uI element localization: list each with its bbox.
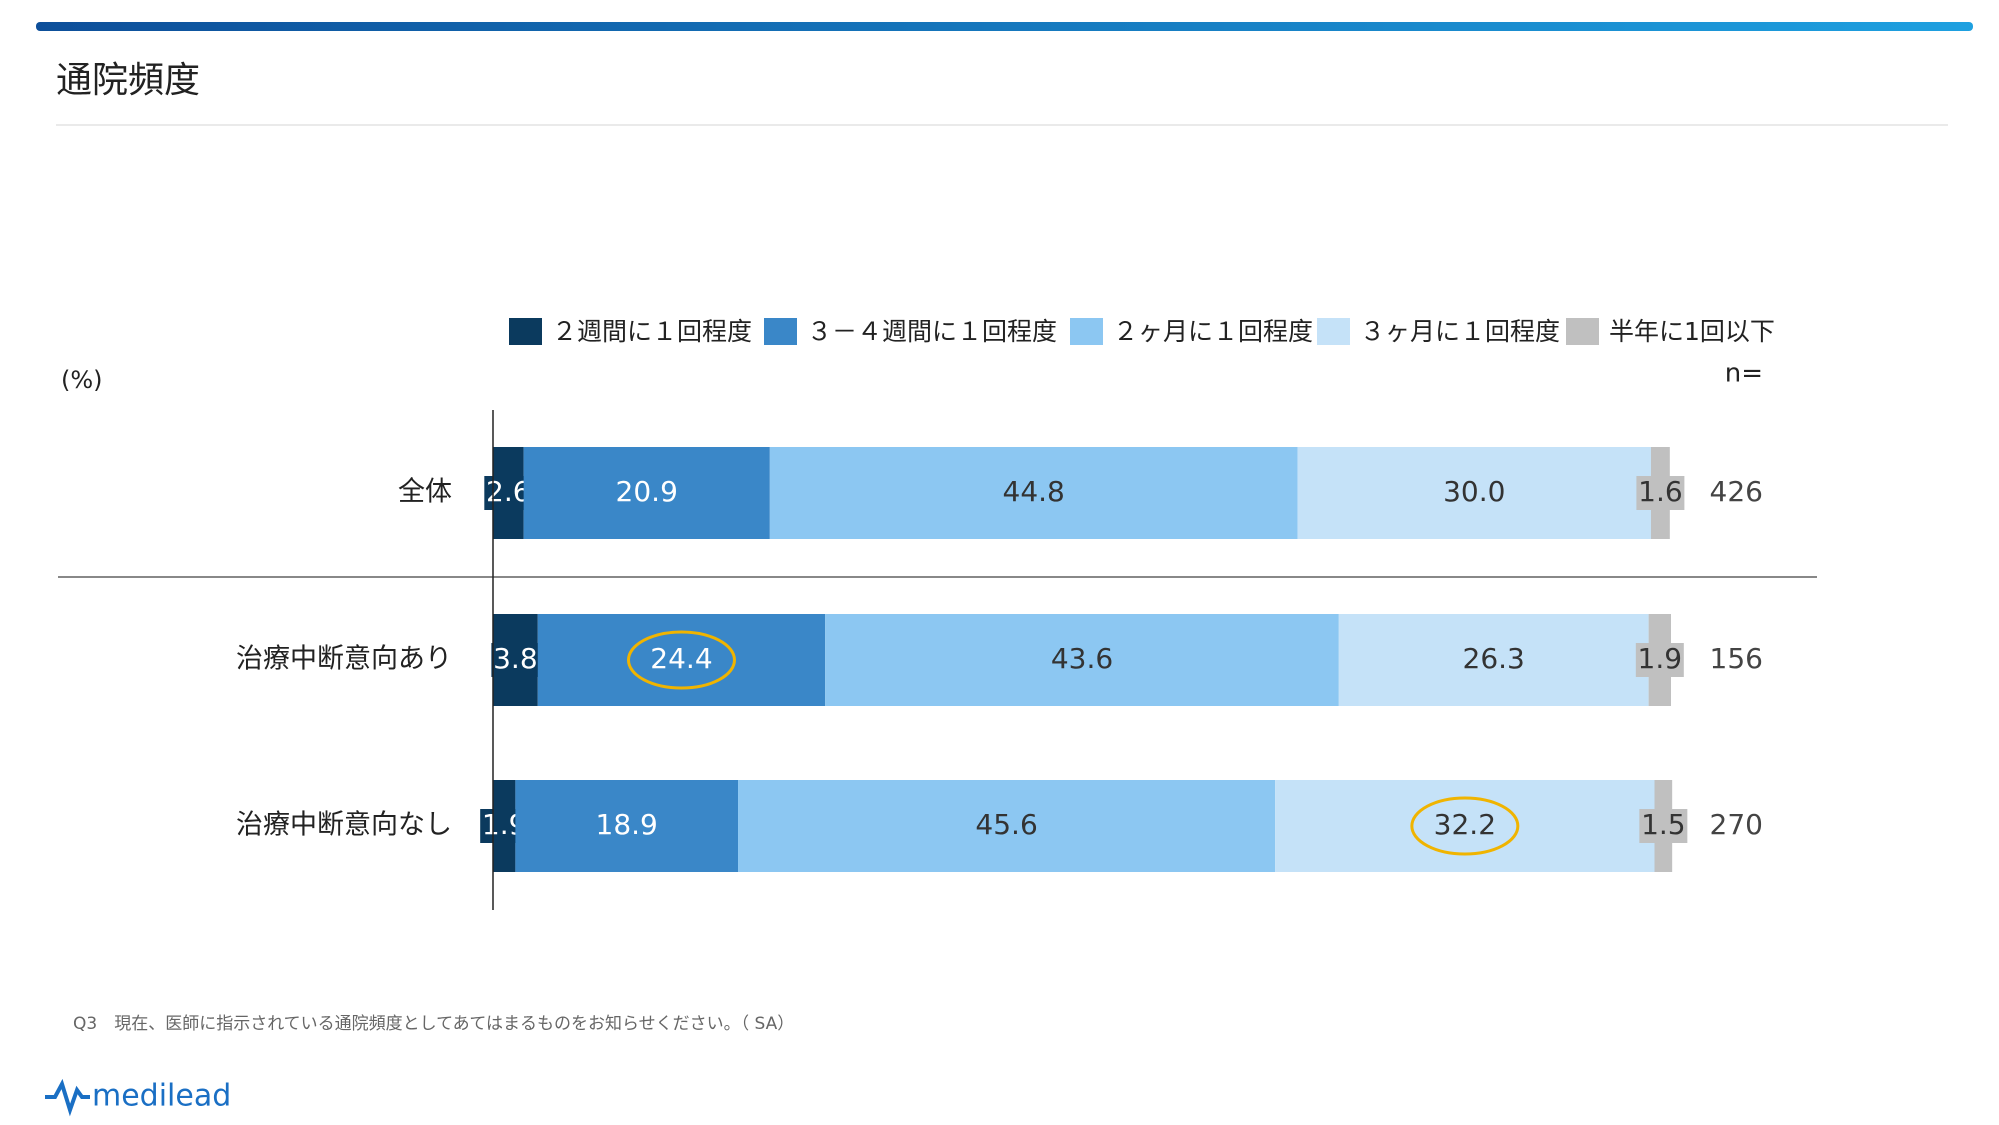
unit-label: (%) (61, 366, 103, 394)
highlight (1410, 796, 1520, 856)
n-value: 270 (1710, 808, 1763, 841)
bar-segment (1275, 780, 1655, 872)
category-label: 治療中断意向あり (236, 644, 452, 675)
highlight (626, 630, 736, 690)
legend-label: ２週間に１回程度 (552, 317, 752, 346)
top-bar (36, 22, 1973, 31)
legend-label: ３－４週間に１回程度 (807, 317, 1057, 346)
page-title: 通院頻度 (56, 60, 200, 101)
value-label: 26.3 (1463, 642, 1525, 675)
bar-segment (769, 447, 1298, 539)
bar-segment (1338, 614, 1649, 706)
bar-segment (515, 780, 739, 872)
legend-swatch (1566, 318, 1599, 345)
value-label: 1.6 (1638, 475, 1683, 508)
chart: ２週間に１回程度 ３－４週間に１回程度 ２ヶ月に１回程度 ３ヶ月に１回程度 半年に1回以… (236, 317, 1775, 910)
category-label: 全体 (398, 477, 452, 508)
logo: medilead (92, 1079, 231, 1114)
value-label: 20.9 (616, 475, 678, 508)
value-label-bg (491, 643, 540, 677)
value-label: 24.4 (650, 642, 712, 675)
n-value: 426 (1710, 475, 1763, 508)
value-label: 18.9 (596, 808, 658, 841)
value-label-bg (1639, 809, 1688, 843)
category-label: 治療中断意向なし (236, 810, 452, 841)
logo-icon (45, 1078, 90, 1117)
value-label: 30.0 (1443, 475, 1505, 508)
legend-label: 半年に1回以下 (1609, 317, 1775, 346)
bar-segment (537, 614, 826, 706)
value-label-bg (1635, 643, 1684, 677)
value-label: 1.9 (1638, 642, 1683, 675)
bar-segment (738, 780, 1276, 872)
value-label: 43.6 (1051, 642, 1113, 675)
value-label-bg (1636, 476, 1685, 510)
bar-segment (825, 614, 1339, 706)
footnote: Q3 現在、医師に指示されている通院頻度としてあてはまるものをお知らせください。… (73, 1014, 794, 1034)
legend-swatch (1070, 318, 1103, 345)
bar-segment (523, 447, 770, 539)
n-label: n= (1725, 359, 1763, 389)
bar-segment (1297, 447, 1651, 539)
value-label: 45.6 (975, 808, 1037, 841)
legend-label: ２ヶ月に１回程度 (1113, 317, 1313, 346)
legend-label: ３ヶ月に１回程度 (1360, 317, 1560, 346)
legend-swatch (1317, 318, 1350, 345)
legend-swatch (509, 318, 542, 345)
legend-swatch (764, 318, 797, 345)
value-label: 1.5 (1641, 808, 1686, 841)
n-value: 156 (1710, 642, 1763, 675)
value-label: 32.2 (1434, 808, 1496, 841)
value-label: 44.8 (1003, 475, 1065, 508)
value-label: 3.8 (493, 642, 538, 675)
